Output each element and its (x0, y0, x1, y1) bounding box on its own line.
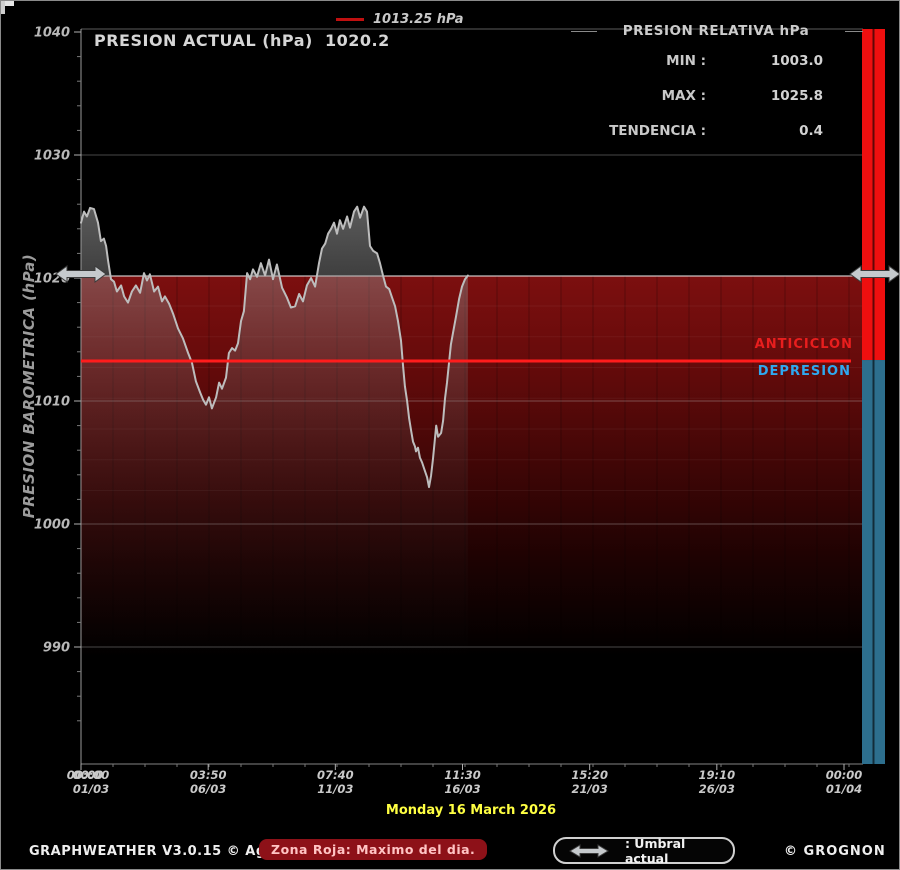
x-axis-time-label: 11:30 (444, 768, 481, 782)
y-axis-title: PRESION BAROMETRICA (hPa) (20, 253, 38, 519)
x-axis-date-label: 06/03 (190, 782, 226, 796)
x-axis-time-label: 15:20 (571, 768, 608, 782)
stat-tendencia-label: TENDENCIA : (609, 123, 706, 139)
window-corner-artifact-2 (1, 1, 5, 14)
stats-panel-dash-left (571, 31, 597, 32)
x-axis-time-label: 19:10 (699, 768, 736, 782)
depresion-label: DEPRESION (757, 364, 851, 379)
umbral-legend-label: : Umbral actual (624, 835, 686, 866)
x-axis-date-label: 26/03 (699, 782, 735, 796)
window-corner-artifact (1, 1, 14, 6)
umbral-arrow-right-icon[interactable] (849, 265, 900, 283)
pressure-curve (80, 205, 469, 489)
chart-title-label: PRESION ACTUAL (hPa) (94, 31, 313, 50)
x-axis-date-label: 01/04 (826, 782, 862, 796)
x-axis-time-label: 03:50 (190, 768, 227, 782)
stats-panel-title: PRESION RELATIVA hPa (622, 23, 810, 39)
umbral-arrow-left-icon[interactable] (55, 265, 107, 283)
y-axis-tick-label: 1030 (34, 149, 70, 164)
author-label: © GROGNON (784, 844, 886, 859)
x-axis-date-label: 21/03 (572, 782, 608, 796)
x-axis-origin-ghost-label: 00:00 (67, 768, 104, 782)
stats-panel-dash-right (845, 31, 863, 32)
x-axis-date-label: 11/03 (317, 782, 353, 796)
legend-reference-label: 1013.25 hPa (373, 12, 464, 27)
x-axis-time-label: 00:00 (73, 768, 110, 782)
anticiclon-label: ANTICICLON (754, 337, 853, 352)
y-axis-tick-label: 1010 (34, 395, 70, 410)
chart-title: PRESION ACTUAL (hPa) 1020.2 (94, 31, 390, 50)
chart-title-value: 1020.2 (324, 31, 390, 50)
app-credit-label: GRAPHWEATHER V3.0.15 © Aguilmard (29, 844, 326, 859)
legend-reference-line-icon (336, 18, 364, 21)
umbral-legend-pill: : Umbral actual (553, 835, 735, 866)
x-axis-time-label: 07:40 (317, 768, 354, 782)
y-axis-tick-label: 1000 (34, 518, 70, 533)
current-date-banner: Monday 16 March 2026 (385, 803, 557, 818)
x-axis-date-label: 01/03 (73, 782, 109, 796)
stat-tendencia-value: 0.4 (799, 123, 823, 139)
y-axis-tick-label: 990 (43, 641, 70, 656)
x-axis-time-label: 00:00 (826, 768, 863, 782)
y-axis-tick-label: 1040 (34, 26, 70, 41)
stat-max-label: MAX : (661, 88, 706, 104)
zona-roja-badge: Zona Roja: Maximo del dia. (259, 839, 488, 860)
stat-max-value: 1025.8 (770, 88, 823, 104)
x-axis-date-label: 16/03 (444, 782, 480, 796)
stat-min-value: 1003.0 (770, 53, 823, 69)
double-arrow-icon (569, 843, 609, 858)
stat-min-label: MIN : (666, 53, 706, 69)
pressure-area-fill (81, 206, 468, 656)
